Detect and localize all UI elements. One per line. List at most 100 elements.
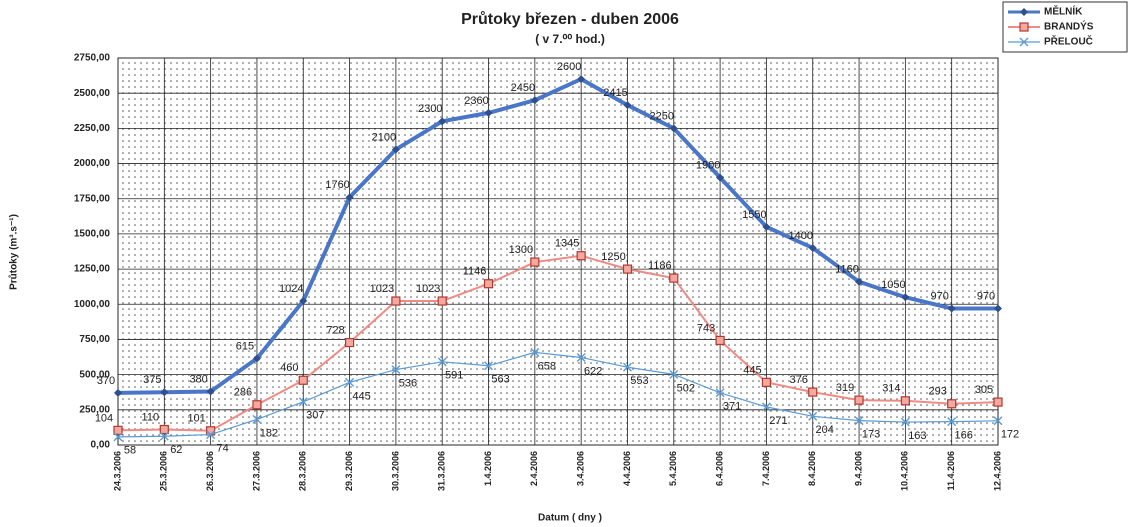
data-label: 728 xyxy=(326,324,344,336)
data-label: 553 xyxy=(630,375,648,387)
marker xyxy=(298,397,308,407)
data-label: 445 xyxy=(352,390,370,402)
marker xyxy=(159,424,169,435)
series-line xyxy=(117,254,999,432)
marker xyxy=(530,257,540,267)
y-tick-label: 1250,00 xyxy=(74,264,111,275)
marker xyxy=(623,101,632,110)
data-label: 307 xyxy=(306,410,324,422)
marker xyxy=(994,304,1002,313)
marker xyxy=(252,414,262,424)
marker xyxy=(206,387,215,396)
marker xyxy=(344,337,355,348)
chart-subtitle: ( v 7.⁰⁰ hod.) xyxy=(535,32,605,46)
marker xyxy=(437,357,447,367)
x-tick-label: 3.4.2006 xyxy=(576,451,586,486)
marker xyxy=(1019,22,1029,32)
data-label: 1250 xyxy=(601,251,625,263)
marker xyxy=(160,388,169,397)
x-tick-label: 10.4.2006 xyxy=(900,451,910,491)
marker xyxy=(669,273,679,283)
data-label: 1050 xyxy=(881,279,905,291)
marker xyxy=(808,243,817,252)
data-label: 104 xyxy=(95,412,113,424)
data-label: 591 xyxy=(445,370,463,382)
series-line xyxy=(117,351,999,438)
data-label: 970 xyxy=(977,290,995,302)
data-label: 370 xyxy=(97,375,115,387)
data-label: 182 xyxy=(260,427,278,439)
data-label: 305 xyxy=(975,384,993,396)
data-label: 286 xyxy=(234,387,252,399)
data-label: 271 xyxy=(769,415,787,427)
data-label: 743 xyxy=(697,322,715,334)
plot-area xyxy=(117,57,999,446)
x-tick-label: 11.4.2006 xyxy=(946,451,956,491)
marker xyxy=(484,108,493,117)
data-label: 1345 xyxy=(555,238,579,250)
marker xyxy=(669,369,679,379)
marker xyxy=(345,377,355,387)
data-label: 110 xyxy=(142,411,160,423)
data-label: 1900 xyxy=(696,160,720,172)
x-tick-label: 26.3.2006 xyxy=(205,451,215,491)
marker xyxy=(114,388,122,397)
marker xyxy=(901,293,910,302)
data-label: 2600 xyxy=(557,61,581,73)
marker xyxy=(206,430,216,440)
data-label: 563 xyxy=(491,374,509,386)
marker xyxy=(622,362,632,372)
marker xyxy=(761,402,771,412)
marker xyxy=(1020,8,1028,16)
data-label: 163 xyxy=(908,430,926,442)
marker xyxy=(669,124,678,133)
marker xyxy=(391,145,400,154)
marker xyxy=(808,411,818,421)
data-label: 74 xyxy=(217,442,229,454)
x-tick-label: 31.3.2006 xyxy=(437,451,447,491)
data-label: 293 xyxy=(929,386,947,398)
marker xyxy=(808,387,818,397)
y-tick-label: 750,00 xyxy=(79,334,110,345)
marker xyxy=(438,117,447,126)
x-tick-label: 27.3.2006 xyxy=(251,451,261,491)
marker xyxy=(761,377,772,387)
y-tick-label: 2500,00 xyxy=(74,88,111,99)
marker xyxy=(437,296,447,306)
data-label: 314 xyxy=(882,383,900,395)
marker xyxy=(299,296,308,305)
data-label: 380 xyxy=(189,373,207,385)
marker xyxy=(298,375,308,385)
data-label: 204 xyxy=(816,424,834,436)
marker xyxy=(1019,37,1029,47)
marker xyxy=(345,193,354,202)
marker xyxy=(762,222,771,231)
marker xyxy=(854,395,864,405)
x-tick-label: 6.4.2006 xyxy=(714,451,724,486)
data-label: 1146 xyxy=(463,266,487,278)
x-tick-label: 8.4.2006 xyxy=(807,451,817,486)
data-label: 173 xyxy=(862,429,880,441)
series-line xyxy=(117,76,998,395)
data-label: 1550 xyxy=(742,209,766,221)
marker xyxy=(900,417,910,427)
data-label: 375 xyxy=(143,374,161,386)
x-tick-label: 12.4.2006 xyxy=(992,451,1002,491)
data-label: 1024 xyxy=(279,283,303,295)
data-label: 2300 xyxy=(418,103,442,115)
y-tick-label: 1750,00 xyxy=(74,193,111,204)
marker xyxy=(252,400,262,410)
x-tick-label: 9.4.2006 xyxy=(853,451,863,486)
x-tick-label: 24.3.2006 xyxy=(112,451,122,491)
marker xyxy=(947,399,957,409)
data-label: 58 xyxy=(124,445,136,457)
data-label: 622 xyxy=(584,365,602,377)
marker xyxy=(947,304,956,313)
marker xyxy=(855,277,864,286)
data-label: 615 xyxy=(236,340,254,352)
marker xyxy=(993,416,1003,426)
marker xyxy=(483,279,494,289)
x-tick-label: 28.3.2006 xyxy=(298,451,308,491)
data-label: 376 xyxy=(790,374,808,386)
